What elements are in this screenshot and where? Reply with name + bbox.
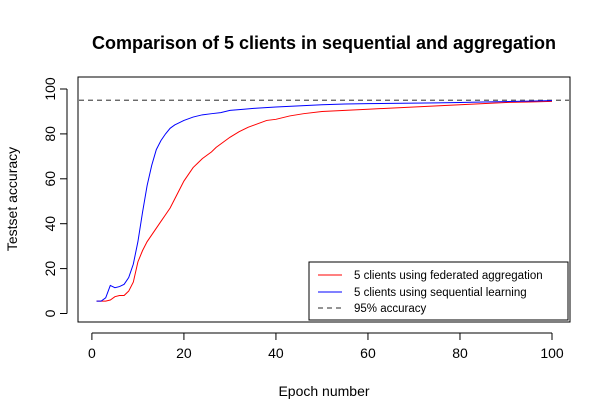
x-axis: 0 20 40 60 80 100 [88,332,564,361]
chart-title: Comparison of 5 clients in sequential an… [92,33,556,53]
y-tick-label: 40 [42,216,58,232]
x-tick-label: 60 [360,345,376,361]
y-axis-label: Testset accuracy [4,147,20,251]
y-tick-label: 0 [42,309,58,317]
series-line-federated [96,100,553,302]
legend-entry-sequential: 5 clients using sequential learning [354,287,527,299]
x-tick-label: 20 [176,345,192,361]
x-tick-label: 40 [268,345,284,361]
x-axis-label: Epoch number [278,383,369,399]
y-tick-label: 80 [42,126,58,142]
plot-lines [79,99,569,302]
x-tick-label: 80 [452,345,468,361]
x-tick-label: 0 [88,345,96,361]
plot-box [77,76,571,323]
legend: 5 clients using federated aggregation 5 … [308,261,569,321]
legend-entry-reference: 95% accuracy [354,303,426,315]
legend-entry-federated: 5 clients using federated aggregation [354,270,543,282]
y-tick-label: 100 [42,77,58,101]
y-axis: 0 20 40 60 80 100 [42,77,68,317]
legend-box [308,261,569,321]
x-tick-label: 100 [540,345,564,361]
series-line-sequential [96,100,553,302]
y-tick-label: 60 [42,171,58,187]
y-tick-label: 20 [42,261,58,277]
